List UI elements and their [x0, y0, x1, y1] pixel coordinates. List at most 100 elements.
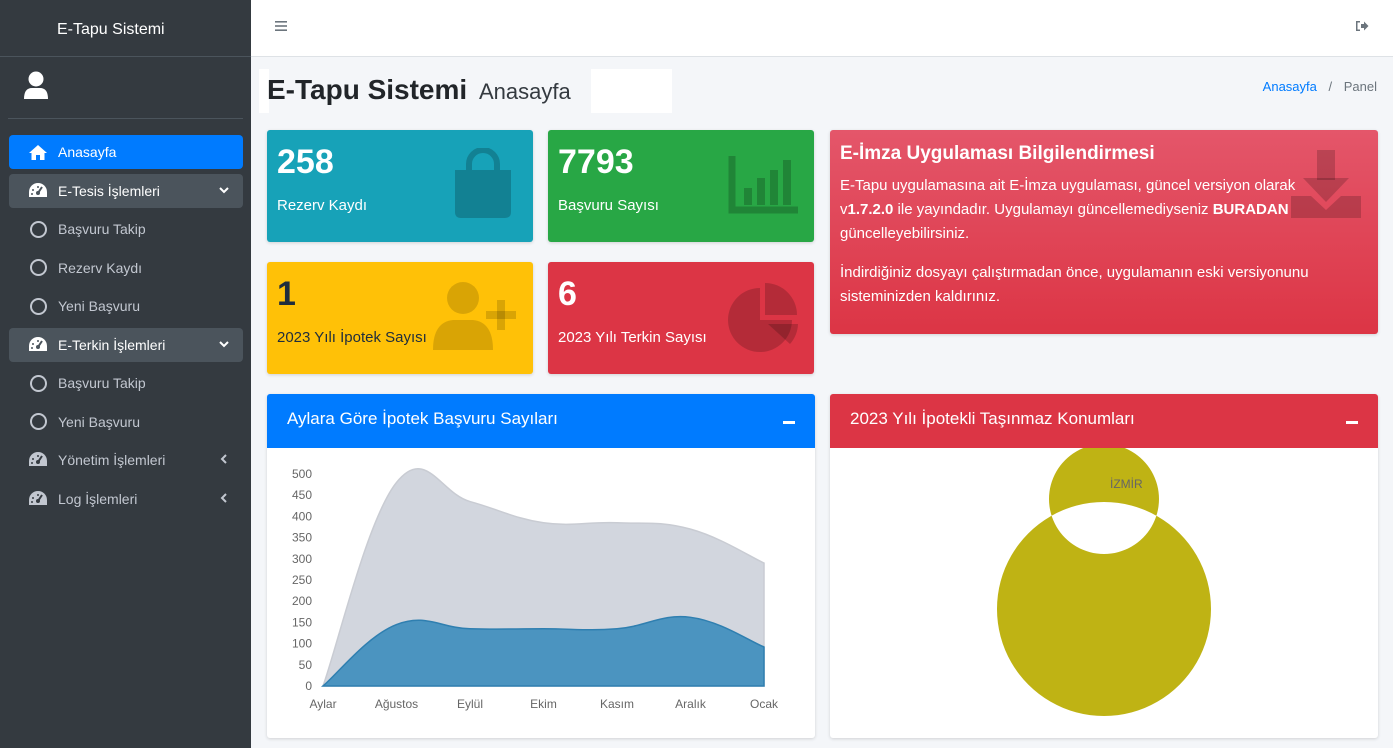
- shopping-bag-icon: [455, 148, 511, 218]
- info-text-segment: güncelleyebilirsiniz.: [840, 225, 970, 242]
- area-chart: 0 50 100 150 200 250 300 350 400 450 500 Aylar Ağust…: [292, 467, 779, 711]
- x-tick-label: Ağustos: [375, 697, 418, 711]
- info-text-segment: ile yayındadır. Uygulamayı güncellemediy…: [893, 201, 1213, 218]
- rezerv-label: Rezerv Kaydı: [277, 197, 368, 214]
- card-header: 2023 Yılı İpotekli Taşınmaz Konumları: [830, 394, 1378, 448]
- legend-label[interactable]: İZMİR: [1110, 477, 1143, 491]
- ipotek-basvuru-chart-card: Aylara Göre İpotek Başvuru Sayıları 0 50 1…: [267, 394, 815, 738]
- sidebar-item-yeni-basvuru[interactable]: Yeni Başvuru: [9, 289, 243, 323]
- download-icon: [1291, 150, 1361, 218]
- page-title: E-Tapu Sistemi Anasayfa: [267, 74, 571, 106]
- tachometer-icon: [27, 181, 49, 201]
- sidebar-item-label: Başvuru Takip: [58, 375, 146, 391]
- page-title-text: E-Tapu Sistemi: [267, 74, 468, 105]
- x-tick-label: Aralık: [675, 697, 707, 711]
- tachometer-icon: [27, 450, 49, 470]
- buradan-link[interactable]: BURADAN: [1212, 201, 1289, 218]
- chevron-left-icon: [220, 492, 227, 503]
- rezerv-count: 258: [277, 143, 334, 181]
- sidebar-item-log[interactable]: Log İşlemleri: [9, 482, 243, 516]
- sidebar-item-terkin-basvuru-takip[interactable]: Başvuru Takip: [9, 366, 243, 400]
- collapse-button[interactable]: [783, 421, 795, 424]
- user-plus-icon: [433, 282, 516, 350]
- sidebar-item-label: Rezerv Kaydı: [58, 259, 143, 276]
- brand[interactable]: E-Tapu Sistemi: [0, 0, 251, 57]
- y-tick-label: 150: [292, 615, 312, 629]
- x-tick-label: Kasım: [600, 697, 634, 711]
- sidebar-item-e-terkin[interactable]: E-Terkin İşlemleri: [9, 327, 243, 362]
- circle-icon: [27, 219, 49, 239]
- sidebar-item-label: Yeni Başvuru: [58, 298, 140, 314]
- ipotekli-tasinmaz-chart-card: 2023 Yılı İpotekli Taşınmaz Konumları İZ…: [830, 394, 1378, 738]
- donut-chart: İZMİR: [996, 444, 1211, 716]
- home-icon: [27, 142, 49, 162]
- basvuru-sayisi-box[interactable]: 7793 Başvuru Sayısı: [548, 130, 814, 242]
- x-tick-label: Aylar: [309, 697, 336, 711]
- sidebar-item-label: Log İşlemleri: [58, 490, 138, 507]
- area-series-2: [320, 615, 765, 687]
- sidebar-item-label: Yönetim İşlemleri: [58, 452, 166, 468]
- sidebar-item-label: Anasayfa: [58, 144, 117, 160]
- ipotek-label: 2023 Yılı İpotek Sayısı: [277, 329, 427, 346]
- user-panel[interactable]: [8, 57, 243, 119]
- breadcrumb: Anasayfa / Panel: [1263, 79, 1377, 94]
- sidebar-item-rezerv-kaydi[interactable]: Rezerv Kaydı: [9, 251, 243, 285]
- legend-swatch[interactable]: [1065, 478, 1103, 489]
- circle-icon: [27, 373, 49, 393]
- sign-out-icon[interactable]: [1355, 20, 1369, 32]
- basvuru-label: Başvuru Sayısı: [558, 197, 659, 214]
- bar-chart-icon: [728, 156, 798, 214]
- user-icon[interactable]: [24, 71, 48, 101]
- card-title: 2023 Yılı İpotekli Taşınmaz Konumları: [850, 409, 1135, 428]
- chevron-left-icon: [220, 454, 227, 464]
- sidebar-item-label: Başvuru Takip: [58, 221, 146, 237]
- e-imza-info-card: E-İmza Uygulaması Bilgilendirmesi E-Tapu…: [830, 130, 1378, 334]
- sidebar-item-label: Yeni Başvuru: [58, 413, 140, 430]
- y-tick-label: 100: [292, 637, 312, 651]
- y-tick-label: 400: [292, 509, 312, 523]
- hamburger-menu-icon[interactable]: [275, 20, 287, 32]
- y-tick-label: 350: [292, 531, 312, 545]
- ipotek-count: 1: [277, 275, 296, 313]
- basvuru-count: 7793: [558, 143, 634, 181]
- breadcrumb-separator: /: [1328, 79, 1333, 94]
- sidebar-item-basvuru-takip[interactable]: Başvuru Takip: [9, 212, 243, 246]
- terkin-label: 2023 Yılı Terkin Sayısı: [558, 329, 707, 346]
- donut-slice[interactable]: [996, 444, 1211, 716]
- sidebar-item-terkin-yeni-basvuru[interactable]: Yeni Başvuru: [9, 405, 243, 439]
- pie-chart-icon: [728, 283, 798, 352]
- rezerv-kaydi-box[interactable]: 258 Rezerv Kaydı: [267, 130, 533, 242]
- y-tick-label: 50: [299, 658, 313, 672]
- y-tick-label: 500: [292, 467, 312, 481]
- sidebar-item-label: E-Terkin İşlemleri: [58, 336, 166, 353]
- info-version: 1.7.2.0: [847, 201, 894, 218]
- breadcrumb-current: Panel: [1343, 79, 1377, 94]
- y-tick-label: 200: [292, 594, 312, 608]
- info-title: E-İmza Uygulaması Bilgilendirmesi: [840, 143, 1155, 164]
- x-tick-label: Ekim: [530, 697, 557, 711]
- top-navbar: [251, 0, 1393, 57]
- card-title: Aylara Göre İpotek Başvuru Sayıları: [287, 409, 558, 428]
- title-highlight: [591, 69, 672, 113]
- x-tick-label: Eylül: [457, 697, 483, 711]
- tachometer-icon: [27, 335, 49, 355]
- ipotek-sayisi-box[interactable]: 1 2023 Yılı İpotek Sayısı: [267, 262, 533, 374]
- y-tick-label: 250: [292, 573, 312, 587]
- sidebar-item-anasayfa[interactable]: Anasayfa: [9, 135, 243, 169]
- sidebar-item-label: E-Tesis İşlemleri: [58, 182, 160, 199]
- collapse-button[interactable]: [1346, 421, 1358, 424]
- terkin-sayisi-box[interactable]: 6 2023 Yılı Terkin Sayısı: [548, 262, 814, 374]
- brand-text[interactable]: E-Tapu Sistemi: [57, 21, 165, 38]
- x-tick-label: Ocak: [750, 697, 779, 711]
- y-tick-label: 0: [305, 679, 312, 693]
- breadcrumb-home-link[interactable]: Anasayfa: [1262, 79, 1317, 94]
- sidebar-item-yonetim[interactable]: Yönetim İşlemleri: [9, 443, 243, 477]
- sidebar-item-e-tesis[interactable]: E-Tesis İşlemleri: [9, 173, 243, 208]
- terkin-count: 6: [558, 275, 577, 313]
- info-text-segment: E-Tapu uygulamasına ait E-İmza uygulamas…: [840, 177, 1296, 218]
- info-paragraph-2: İndirdiğiniz dosyayı çalıştırmadan önce,…: [840, 264, 1309, 305]
- card-header: Aylara Göre İpotek Başvuru Sayıları: [267, 394, 815, 448]
- y-tick-label: 300: [292, 552, 312, 566]
- sidebar-nav: Anasayfa E-Tesis İşlemleri Başvuru Takip…: [0, 119, 251, 516]
- y-tick-label: 450: [292, 488, 312, 502]
